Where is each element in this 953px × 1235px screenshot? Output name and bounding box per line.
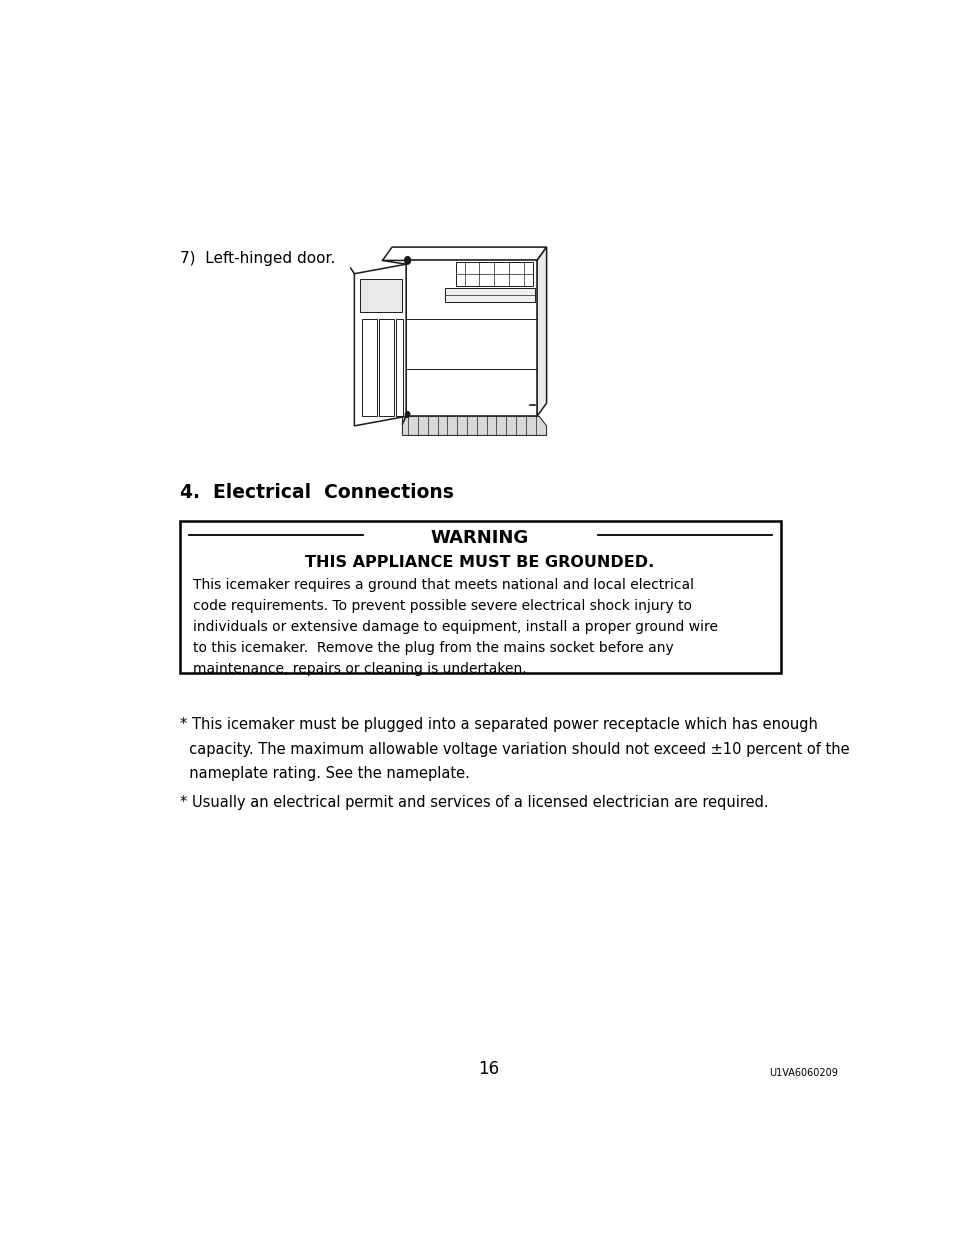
Polygon shape [456, 262, 533, 287]
Circle shape [405, 411, 410, 417]
Polygon shape [395, 320, 403, 416]
Text: U1VA6060209: U1VA6060209 [768, 1068, 837, 1078]
Polygon shape [382, 247, 546, 261]
Text: to this icemaker.  Remove the plug from the mains socket before any: to this icemaker. Remove the plug from t… [193, 641, 673, 655]
Text: 7)  Left-hinged door.: 7) Left-hinged door. [180, 251, 335, 266]
Text: code requirements. To prevent possible severe electrical shock injury to: code requirements. To prevent possible s… [193, 599, 692, 613]
Text: 4.  Electrical  Connections: 4. Electrical Connections [180, 483, 454, 501]
Text: capacity. The maximum allowable voltage variation should not exceed ±10 percent : capacity. The maximum allowable voltage … [180, 741, 848, 757]
FancyBboxPatch shape [180, 521, 781, 673]
Polygon shape [406, 261, 537, 416]
Text: 16: 16 [477, 1060, 499, 1078]
Text: maintenance, repairs or cleaning is undertaken.: maintenance, repairs or cleaning is unde… [193, 662, 526, 676]
Polygon shape [444, 288, 535, 303]
Circle shape [404, 257, 410, 264]
Text: This icemaker requires a ground that meets national and local electrical: This icemaker requires a ground that mee… [193, 578, 694, 592]
Polygon shape [402, 416, 546, 436]
Text: WARNING: WARNING [431, 529, 529, 547]
Text: * This icemaker must be plugged into a separated power receptacle which has enou: * This icemaker must be plugged into a s… [180, 716, 817, 732]
Text: individuals or extensive damage to equipment, install a proper ground wire: individuals or extensive damage to equip… [193, 620, 718, 634]
Polygon shape [361, 320, 376, 416]
Text: THIS APPLIANCE MUST BE GROUNDED.: THIS APPLIANCE MUST BE GROUNDED. [305, 556, 654, 571]
Text: nameplate rating. See the nameplate.: nameplate rating. See the nameplate. [180, 766, 469, 782]
Polygon shape [354, 264, 406, 426]
Polygon shape [359, 279, 401, 311]
Polygon shape [378, 320, 394, 416]
Text: * Usually an electrical permit and services of a licensed electrician are requir: * Usually an electrical permit and servi… [180, 795, 768, 810]
Polygon shape [537, 247, 546, 416]
